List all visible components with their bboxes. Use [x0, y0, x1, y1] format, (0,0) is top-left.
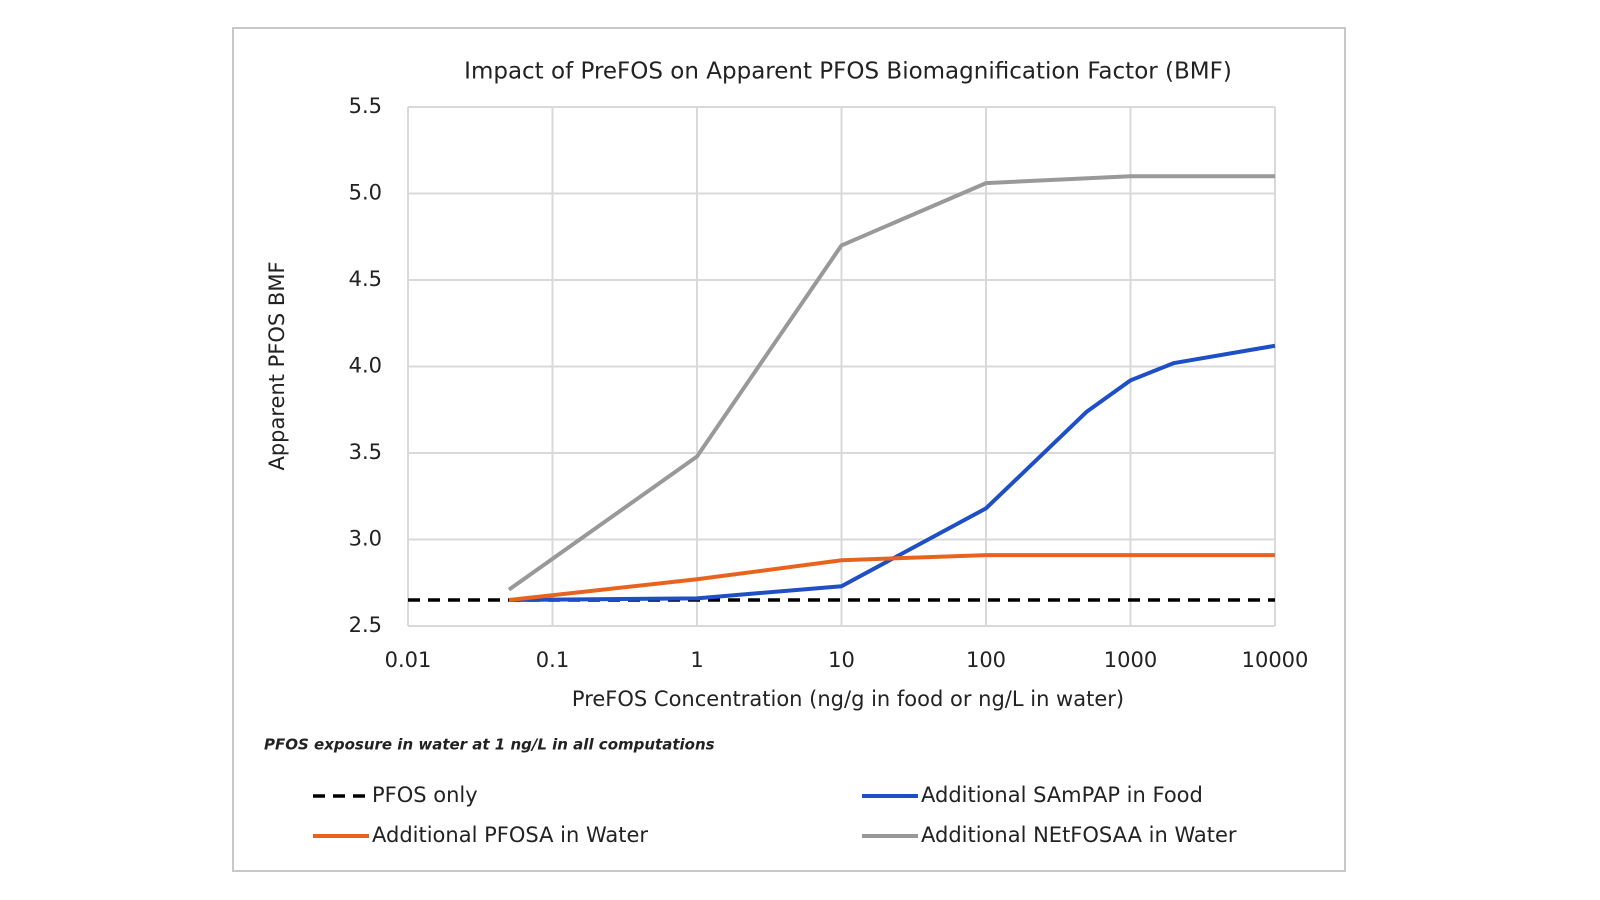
series-line — [508, 553, 1275, 603]
y-axis-label: Apparent PFOS BMF — [265, 261, 289, 470]
y-tick-label: 5.0 — [349, 181, 382, 205]
x-axis-label: PreFOS Concentration (ng/g in food or ng… — [572, 687, 1124, 711]
legend-label: Additional SAmPAP in Food — [921, 783, 1203, 807]
series-line — [507, 174, 1275, 592]
x-tick-label: 10 — [828, 648, 855, 672]
x-tick-label: 0.1 — [536, 648, 569, 672]
y-tick-label: 3.5 — [349, 440, 382, 464]
x-tick-label: 0.01 — [385, 648, 432, 672]
x-tick-label: 100 — [966, 648, 1006, 672]
legend-label: PFOS only — [372, 783, 478, 807]
y-tick-label: 3.0 — [349, 527, 382, 551]
chart-frame — [232, 27, 1346, 872]
annotation: PFOS exposure in water at 1 ng/L in all … — [264, 736, 715, 754]
y-tick-label: 4.5 — [349, 267, 382, 291]
y-tick-label: 4.0 — [349, 354, 382, 378]
x-tick-label: 10000 — [1242, 648, 1309, 672]
legend-label: Additional NEtFOSAA in Water — [921, 823, 1237, 847]
series-line — [508, 343, 1276, 603]
x-tick-label: 1000 — [1104, 648, 1157, 672]
legend-label: Additional PFOSA in Water — [372, 823, 648, 847]
y-tick-label: 2.5 — [349, 613, 382, 637]
x-tick-label: 1 — [690, 648, 703, 672]
y-tick-label: 5.5 — [349, 94, 382, 118]
chart-title: Impact of PreFOS on Apparent PFOS Biomag… — [464, 59, 1232, 85]
